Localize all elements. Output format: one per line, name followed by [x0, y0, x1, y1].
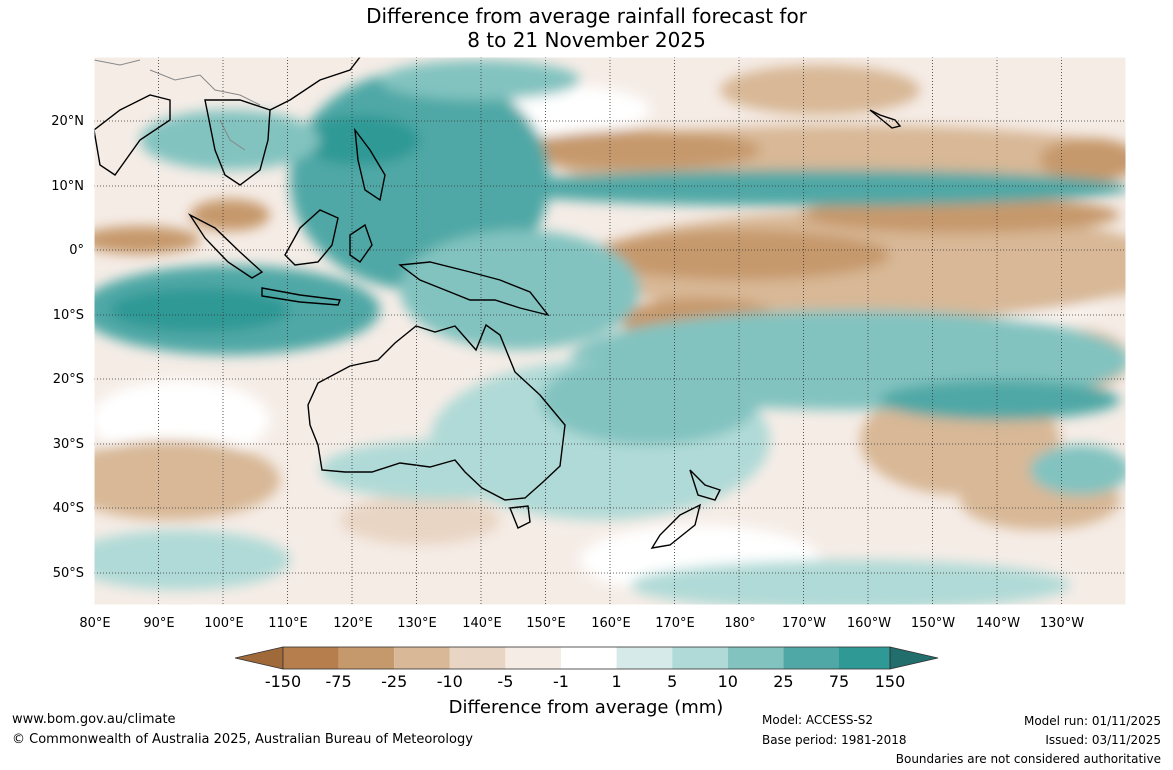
new-zealand-north-coastline — [689, 469, 721, 501]
map-title: Difference from average rainfall forecas… — [0, 4, 1173, 52]
colorbar-segment-1 — [283, 647, 339, 669]
coastlines — [94, 57, 902, 549]
colorbar-segment-6 — [561, 647, 617, 669]
colorbar-segment-8 — [672, 647, 728, 669]
footer-model-run: Model run: 01/11/2025 — [1023, 714, 1161, 728]
colorbar-segment-5 — [505, 647, 561, 669]
lon-label-170e: 170°E — [655, 616, 695, 631]
lat-label-40s: 40°S — [53, 501, 84, 516]
lat-label-20s: 20°S — [53, 372, 84, 387]
lon-label-140e: 140°E — [462, 616, 502, 631]
colorbar-label-10: 10 — [718, 672, 738, 691]
new-zealand-south-coastline — [650, 503, 702, 549]
china-coastline — [269, 57, 361, 111]
lat-label-10n: 10°N — [51, 179, 84, 194]
indochina-coastline — [204, 99, 271, 186]
colorbar: -150 -75 -25 -10 -5 -1 1 5 10 25 75 150 … — [234, 646, 939, 718]
map-frame — [93, 56, 1127, 606]
sulawesi-coastline — [349, 223, 373, 263]
colorbar-low-arrow — [234, 646, 284, 670]
lon-label-130e: 130°E — [397, 616, 437, 631]
lon-label-150w: 150°W — [911, 616, 955, 631]
footer-copyright: © Commonwealth of Australia 2025, Austra… — [12, 732, 473, 747]
footer-base-period: Base period: 1981-2018 — [762, 733, 907, 747]
lon-label-100e: 100°E — [204, 616, 244, 631]
lon-label-160e: 160°E — [591, 616, 631, 631]
colorbar-label-25: 25 — [773, 672, 793, 691]
colorbar-label-minus-150: -150 — [265, 672, 301, 691]
lon-label-160w: 160°W — [847, 616, 891, 631]
lat-label-10s: 10°S — [53, 308, 84, 323]
new-guinea-coastline — [398, 261, 550, 317]
colorbar-label-minus-25: -25 — [381, 672, 407, 691]
tasmania-coastline — [509, 505, 531, 529]
footer-model: Model: ACCESS-S2 — [762, 713, 874, 727]
lon-label-150e: 150°E — [526, 616, 566, 631]
footer-disclaimer: Boundaries are not considered authoritat… — [895, 752, 1161, 766]
australia-coastline — [307, 323, 566, 501]
colorbar-outline — [282, 646, 891, 670]
india-coastline — [94, 94, 171, 176]
lat-label-equator: 0° — [69, 243, 84, 258]
colorbar-label-minus-10: -10 — [437, 672, 463, 691]
colorbar-segment-11 — [839, 647, 890, 669]
lon-label-170w: 170°W — [782, 616, 826, 631]
borneo-coastline — [284, 209, 339, 266]
colorbar-title: Difference from average (mm) — [449, 697, 724, 718]
colorbar-label-5: 5 — [667, 672, 677, 691]
hawaii-coastline — [869, 109, 902, 129]
colorbar-segment-4 — [449, 647, 506, 669]
colorbar-label-minus-75: -75 — [326, 672, 352, 691]
footer-url: www.bom.gov.au/climate — [12, 712, 176, 727]
footer-issued: Issued: 03/11/2025 — [1045, 733, 1161, 747]
lon-label-180: 180° — [724, 616, 755, 631]
sumatra-coastline — [187, 213, 264, 279]
colorbar-segment-9 — [727, 647, 784, 669]
colorbar-segment-3 — [394, 647, 450, 669]
lon-label-110e: 110°E — [268, 616, 308, 631]
lon-label-140w: 140°W — [976, 616, 1020, 631]
java-coastline — [261, 287, 341, 306]
lat-label-20n: 20°N — [51, 114, 84, 129]
lat-label-50s: 50°S — [53, 566, 84, 581]
lon-label-80e: 80°E — [79, 616, 110, 631]
lat-label-30s: 30°S — [53, 437, 84, 452]
colorbar-segment-2 — [338, 647, 395, 669]
title-line-1: Difference from average rainfall forecas… — [366, 4, 807, 28]
colorbar-label-minus-1: -1 — [553, 672, 569, 691]
colorbar-label-minus-5: -5 — [497, 672, 513, 691]
map-gridlines — [94, 57, 1126, 605]
colorbar-label-1: 1 — [612, 672, 622, 691]
colorbar-high-arrow — [889, 646, 939, 670]
lon-label-120e: 120°E — [333, 616, 373, 631]
map-field — [94, 57, 1126, 605]
lon-label-130w: 130°W — [1040, 616, 1084, 631]
lon-label-90e: 90°E — [143, 616, 174, 631]
longitude-labels: 80°E 90°E 100°E 110°E 120°E 130°E 140°E … — [79, 616, 1084, 631]
colorbar-segment-7 — [616, 647, 673, 669]
colorbar-label-150: 150 — [875, 672, 906, 691]
latitude-labels: 20°N 10°N 0° 10°S 20°S 30°S 40°S 50°S — [51, 114, 84, 581]
title-line-2: 8 to 21 November 2025 — [467, 28, 706, 52]
colorbar-label-75: 75 — [829, 672, 849, 691]
philippines-coastline — [354, 127, 386, 202]
colorbar-segment-10 — [783, 647, 839, 669]
